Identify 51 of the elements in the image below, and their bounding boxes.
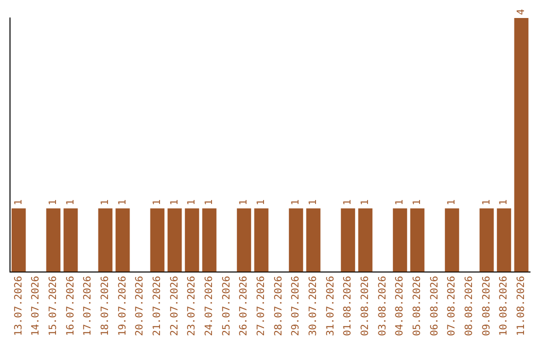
x-tick-label: 05.08.2026 <box>412 276 423 336</box>
x-tick-label: 24.07.2026 <box>204 276 215 336</box>
data-label: 1 <box>394 199 406 206</box>
x-tick-label: 23.07.2026 <box>186 276 198 336</box>
data-label: 1 <box>290 199 302 206</box>
x-tick-label: 01.08.2026 <box>342 276 354 336</box>
x-tick-label: 30.07.2026 <box>308 276 319 336</box>
x-tick-label: 11.08.2026 <box>516 276 527 336</box>
x-tick-label: 27.07.2026 <box>256 276 267 336</box>
x-tick-label: 07.08.2026 <box>446 276 458 336</box>
data-label: 1 <box>65 199 76 206</box>
x-tick-label: 08.08.2026 <box>464 276 475 336</box>
x-tick-label: 14.07.2026 <box>30 276 42 336</box>
data-label: 1 <box>169 199 180 206</box>
data-label: 1 <box>360 199 371 206</box>
x-tick-label: 13.07.2026 <box>13 276 24 336</box>
x-tick-label: 10.08.2026 <box>498 276 510 336</box>
data-label: 1 <box>342 199 354 206</box>
data-label: 1 <box>308 199 319 206</box>
x-tick-label: 18.07.2026 <box>100 276 111 336</box>
x-tick-label: 22.07.2026 <box>169 276 180 336</box>
x-tick-label: 31.07.2026 <box>325 276 336 336</box>
data-label: 1 <box>100 199 111 206</box>
x-tick-label: 26.07.2026 <box>238 276 250 336</box>
x-tick-label: 03.08.2026 <box>377 276 388 336</box>
x-tick-label: 28.07.2026 <box>273 276 284 336</box>
x-tick-label: 25.07.2026 <box>221 276 232 336</box>
data-label: 1 <box>117 199 128 206</box>
x-tick-label: 16.07.2026 <box>65 276 76 336</box>
data-label: 1 <box>238 199 250 206</box>
x-tick-label: 21.07.2026 <box>152 276 163 336</box>
x-tick-label: 20.07.2026 <box>134 276 146 336</box>
x-tick-label: 17.07.2026 <box>82 276 94 336</box>
x-tick-label: 09.08.2026 <box>481 276 492 336</box>
x-tick-label: 19.07.2026 <box>117 276 128 336</box>
data-label: 1 <box>446 199 458 206</box>
x-tick-label: 29.07.2026 <box>290 276 302 336</box>
data-label: 1 <box>412 199 423 206</box>
x-tick-label: 15.07.2026 <box>48 276 59 336</box>
x-tick-label: 04.08.2026 <box>394 276 406 336</box>
data-label: 1 <box>152 199 163 206</box>
data-label: 4 <box>516 8 527 15</box>
x-tick-label: 02.08.2026 <box>360 276 371 336</box>
x-tick-label: 06.08.2026 <box>429 276 440 336</box>
data-label: 1 <box>481 199 492 206</box>
data-label: 1 <box>48 199 59 206</box>
data-label: 1 <box>498 199 510 206</box>
data-label: 1 <box>256 199 267 206</box>
data-label: 1 <box>204 199 215 206</box>
data-label: 1 <box>13 199 24 206</box>
data-label: 1 <box>186 199 198 206</box>
